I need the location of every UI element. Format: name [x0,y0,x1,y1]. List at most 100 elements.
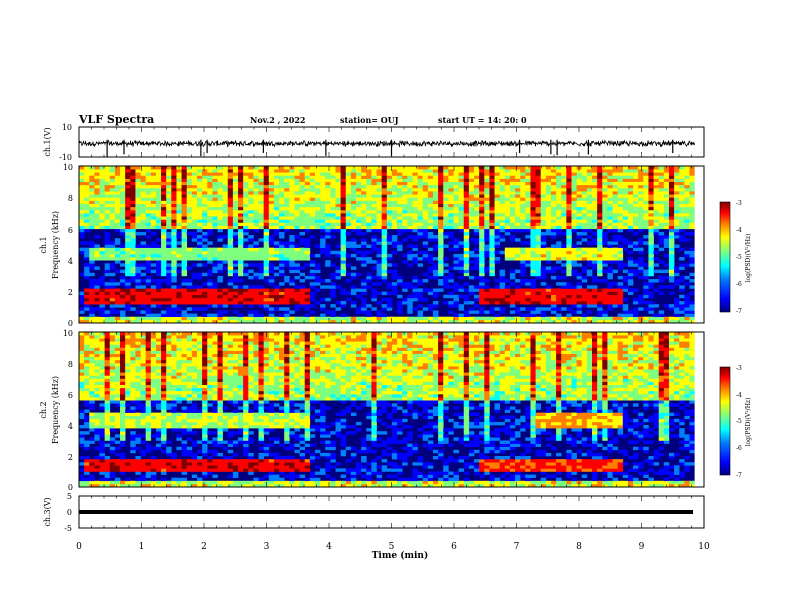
spectrogram-cell [504,219,511,223]
spectrogram-cell [617,216,624,220]
header-station: station= OUJ [340,115,399,125]
spectrogram-cell [248,304,254,308]
spectrogram-cell [643,191,649,195]
spectrogram-cell [597,310,603,314]
spectrogram-cell [232,301,239,305]
spectrogram-cell [468,216,475,220]
spectrogram-cell [176,206,182,211]
spectrogram-cell [294,297,300,302]
spectrogram-cell [648,310,654,314]
spectrogram-cell [248,294,254,299]
spectrogram-cell [166,235,172,239]
spectrogram-cell [494,169,500,173]
spectrogram-cell [674,225,680,230]
spectrogram-cell [668,209,675,214]
spectrogram-cell [171,294,177,299]
spectrogram-cell [114,253,121,258]
spectrogram-cell [284,194,290,198]
spectrogram-cell [679,275,685,280]
spectrogram-cell [268,169,275,173]
spectrogram-cell [592,191,598,195]
spectrogram-cell [135,266,141,270]
spectrogram-cell [145,253,152,258]
spectrogram-cell [114,250,121,255]
spectrogram-cell [438,272,444,277]
spectrogram-cell [340,216,347,220]
spectrogram-cell [679,169,685,173]
spectrogram-cell [345,279,352,283]
spectrogram-cell [627,269,634,274]
spectrogram-cell [684,181,690,186]
spectrogram-cell [674,316,680,321]
spectrogram-cell [489,172,495,176]
spectrogram-cell [391,209,398,214]
spectrogram-cell [196,219,203,223]
spectrogram-cell [212,304,218,308]
spectrogram-cell [99,275,105,280]
spectrogram-cell [438,187,444,192]
spectrogram-cell [263,253,270,258]
spectrogram-cell [356,272,362,277]
spectrogram-cell [258,266,264,270]
spectrogram-cell [550,222,557,226]
spectrogram-cell [217,235,223,239]
spectrogram-cell [268,216,275,220]
spectrogram-cell [289,187,295,192]
spectrogram-cell [207,206,213,211]
spectrogram-cell [689,219,695,223]
spectrogram-cell [191,291,198,296]
spectrogram-cell [94,434,100,438]
spectrogram-cell [243,169,249,173]
spectrogram-cell [155,288,162,292]
spectrogram-cell [622,187,629,192]
spectrogram-cell [581,209,588,214]
spectrogram-cell [463,269,470,274]
spectrogram-cell [576,166,583,170]
spectrogram-cell [289,263,295,267]
spectrogram-cell [309,310,316,314]
spectrogram-cell [222,310,229,314]
spectrogram-cell [212,213,218,217]
spectrogram-cell [217,181,223,186]
spectrogram-cell [463,301,470,305]
spectrogram-cell [243,294,249,299]
spectrogram-cell [350,172,357,176]
spectrogram-cell [504,319,511,324]
spectrogram-cell [453,301,459,305]
spectrogram-cell [181,213,188,217]
spectrogram-cell [222,191,229,195]
spectrogram-cell [627,241,634,245]
spectrogram-cell [207,169,213,173]
spectrogram-cell [325,197,331,201]
spectrogram-cell [299,285,306,289]
spectrogram-cell [427,178,434,182]
spectrogram-cell [622,241,629,245]
spectrogram-cell [494,191,500,195]
spectrogram-cell [535,250,542,255]
spectrogram-cell [350,178,357,182]
spectrogram-cell [253,172,259,176]
spectrogram-cell [104,282,111,286]
spectrogram-cell [345,206,352,211]
spectrogram-cell [217,222,223,226]
spectrogram-cell [140,272,146,277]
spectrogram-cell [176,250,182,255]
spectrogram-cell [232,213,239,217]
spectrogram-cell [99,394,105,398]
spectrogram-cell [530,228,536,233]
spectrogram-cell [504,288,511,292]
spectrogram-cell [171,219,177,223]
spectrogram-cell [674,266,680,270]
spectrogram-cell [474,310,480,314]
spectrogram-cell [607,307,613,311]
spectrogram-cell [155,269,162,274]
spectrogram-cell [535,272,542,277]
spectrogram-cell [186,294,193,299]
figure-title: VLF Spectra [78,113,154,126]
spectrogram-cell [597,253,603,258]
spectrogram-cell [120,181,126,186]
spectrogram-cell [114,203,121,208]
spectrogram-cell [79,384,85,389]
spectrogram-cell [320,228,326,233]
spectrogram-cell [653,181,660,186]
